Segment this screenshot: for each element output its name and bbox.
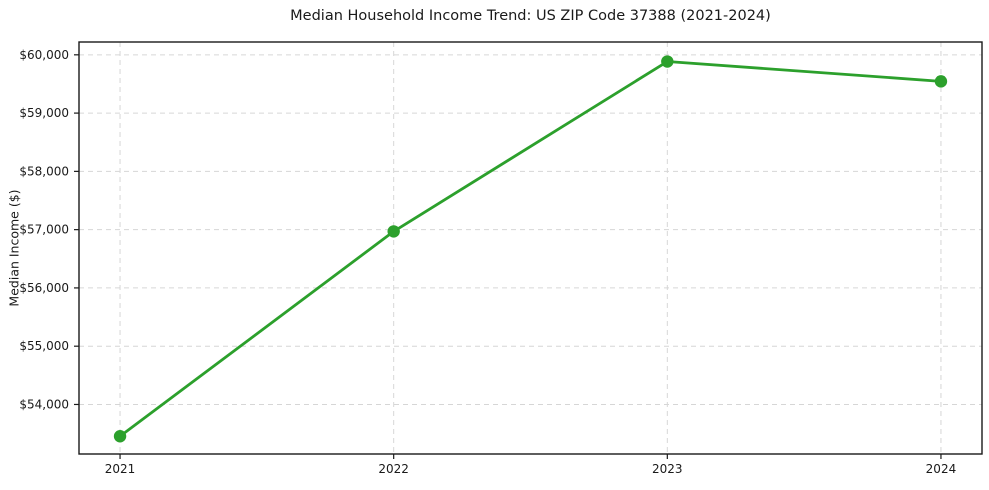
y-tick-label: $56,000: [19, 281, 69, 295]
x-tick-label: 2023: [652, 462, 683, 476]
data-point-2022: [387, 225, 400, 238]
y-tick-label: $57,000: [19, 223, 69, 237]
y-tick-label: $59,000: [19, 106, 69, 120]
y-tick-label: $58,000: [19, 164, 69, 178]
x-tick-label: 2024: [926, 462, 957, 476]
x-tick-label: 2021: [105, 462, 136, 476]
chart-title: Median Household Income Trend: US ZIP Co…: [290, 8, 771, 24]
data-point-2024: [934, 75, 948, 88]
axes-frame: [78, 41, 983, 455]
x-tick-label: 2022: [378, 462, 409, 476]
y-tick-label: $54,000: [19, 397, 69, 411]
y-tick-label: $55,000: [19, 339, 69, 353]
data-point-2023: [661, 55, 674, 68]
data-point-2021: [113, 430, 127, 443]
trend-line: [118, 60, 943, 438]
y-tick-label: $60,000: [19, 48, 69, 62]
